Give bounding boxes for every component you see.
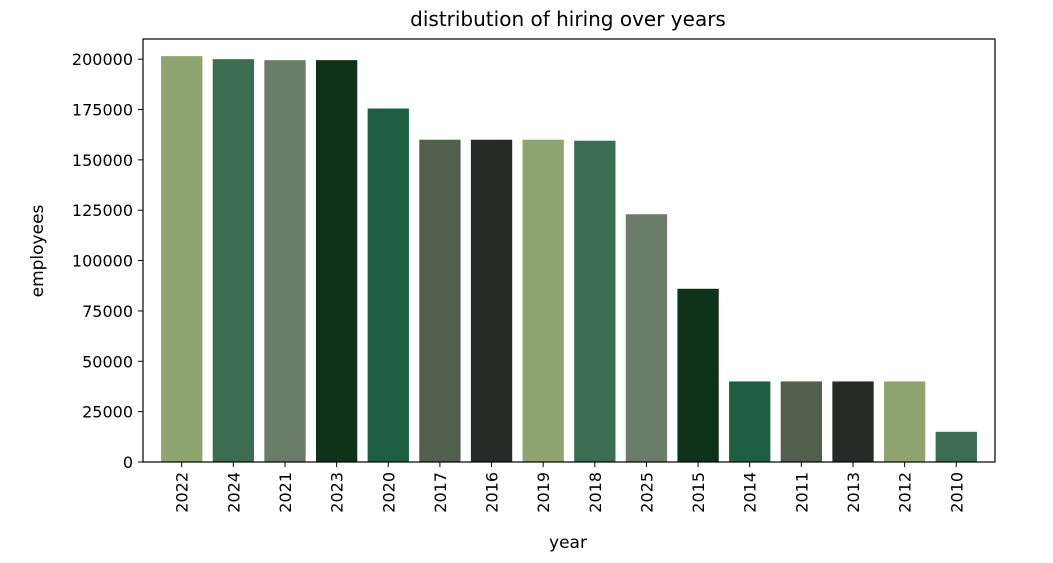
y-tick-label: 150000 <box>72 151 133 170</box>
x-tick-label: 2013 <box>844 472 863 513</box>
bars-group <box>161 56 977 463</box>
x-axis-ticks: 2022 2024 2021 2023 2020 2017 2016 2019 2018 2025… <box>173 462 966 513</box>
y-tick-label: 175000 <box>72 101 133 120</box>
bar-2016 <box>470 139 513 462</box>
y-axis-label: employees <box>28 204 48 297</box>
bar-2019 <box>522 139 564 462</box>
y-tick-label: 100000 <box>72 252 133 271</box>
bar-2014 <box>729 381 771 462</box>
y-tick-label: 50000 <box>82 352 133 371</box>
bar-2025 <box>625 214 668 462</box>
bar-2024 <box>212 59 255 462</box>
x-tick-label: 2021 <box>276 472 295 513</box>
bar-2015 <box>677 288 719 462</box>
bar-2011 <box>780 381 823 462</box>
x-tick-label: 2016 <box>483 472 502 513</box>
bar-2023 <box>315 60 358 463</box>
bar-2012 <box>883 381 926 462</box>
x-tick-label: 2019 <box>534 472 553 513</box>
bar-2021 <box>264 60 306 463</box>
x-tick-label: 2014 <box>741 472 760 513</box>
y-tick-label: 25000 <box>82 403 133 422</box>
y-axis-ticks: 0 25000 50000 75000 100000 125000 150000 175000… <box>72 50 143 472</box>
bar-2013 <box>832 381 874 462</box>
plot-frame <box>142 38 996 463</box>
y-tick-label: 0 <box>123 453 133 472</box>
bar-2022 <box>161 56 203 463</box>
bar-2020 <box>367 108 409 463</box>
x-tick-label: 2023 <box>328 472 347 513</box>
y-tick-label: 200000 <box>72 50 133 69</box>
x-tick-label: 2024 <box>224 472 243 513</box>
y-tick-label: 125000 <box>72 201 133 220</box>
x-tick-label: 2011 <box>792 472 811 513</box>
x-tick-label: 2012 <box>896 472 915 513</box>
bar-2017 <box>419 139 461 462</box>
x-axis-label: year <box>549 533 587 553</box>
bar-2010 <box>935 431 977 462</box>
chart-title: distribution of hiring over years <box>410 7 726 31</box>
y-tick-label: 75000 <box>82 302 133 321</box>
x-tick-label: 2017 <box>431 472 450 513</box>
x-tick-label: 2020 <box>379 472 398 513</box>
x-tick-label: 2010 <box>947 472 966 513</box>
bar-2018 <box>574 140 616 462</box>
x-tick-label: 2018 <box>586 472 605 513</box>
x-tick-label: 2025 <box>637 472 656 513</box>
x-tick-label: 2022 <box>173 472 192 513</box>
x-tick-label: 2015 <box>689 472 708 513</box>
